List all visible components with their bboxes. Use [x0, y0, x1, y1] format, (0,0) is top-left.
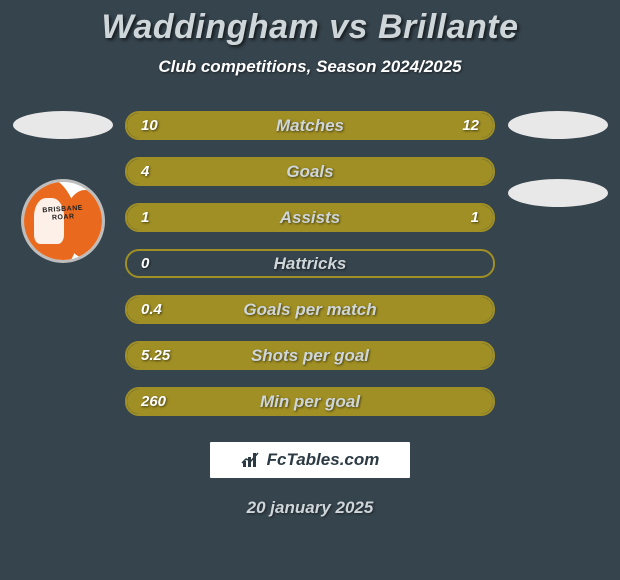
comparison-card: Waddingham vs Brillante Club competition… [0, 0, 620, 580]
stat-label: Goals [127, 162, 493, 182]
stat-value-right: 1 [471, 209, 479, 226]
stat-row: 10 Matches 12 [125, 111, 495, 140]
chart-icon [241, 451, 263, 469]
stat-row: 0.4 Goals per match [125, 295, 495, 324]
stat-row: 1 Assists 1 [125, 203, 495, 232]
stat-label: Goals per match [127, 300, 493, 320]
stat-label: Shots per goal [127, 346, 493, 366]
stat-label: Matches [127, 116, 493, 136]
stats-area: BRISBANEROAR 10 Matches 12 4 Goals [0, 111, 620, 416]
fctables-logo[interactable]: FcTables.com [208, 440, 412, 480]
stat-row: 4 Goals [125, 157, 495, 186]
club-badge-shape [64, 190, 105, 258]
page-title: Waddingham vs Brillante [0, 8, 620, 47]
stat-row: 0 Hattricks [125, 249, 495, 278]
stat-bars: 10 Matches 12 4 Goals 1 Assists 1 [125, 111, 495, 416]
club-badge-left: BRISBANEROAR [21, 179, 105, 263]
club-badge-placeholder-right [508, 179, 608, 207]
stat-row: 260 Min per goal [125, 387, 495, 416]
date: 20 january 2025 [0, 498, 620, 518]
right-column [495, 111, 620, 416]
player-photo-placeholder-right [508, 111, 608, 139]
stat-label: Min per goal [127, 392, 493, 412]
stat-value-right: 12 [462, 117, 479, 134]
stat-label: Hattricks [127, 254, 493, 274]
logo-text: FcTables.com [267, 450, 380, 470]
subtitle: Club competitions, Season 2024/2025 [0, 57, 620, 77]
player-photo-placeholder-left [13, 111, 113, 139]
stat-label: Assists [127, 208, 493, 228]
left-column: BRISBANEROAR [0, 111, 125, 416]
stat-row: 5.25 Shots per goal [125, 341, 495, 370]
